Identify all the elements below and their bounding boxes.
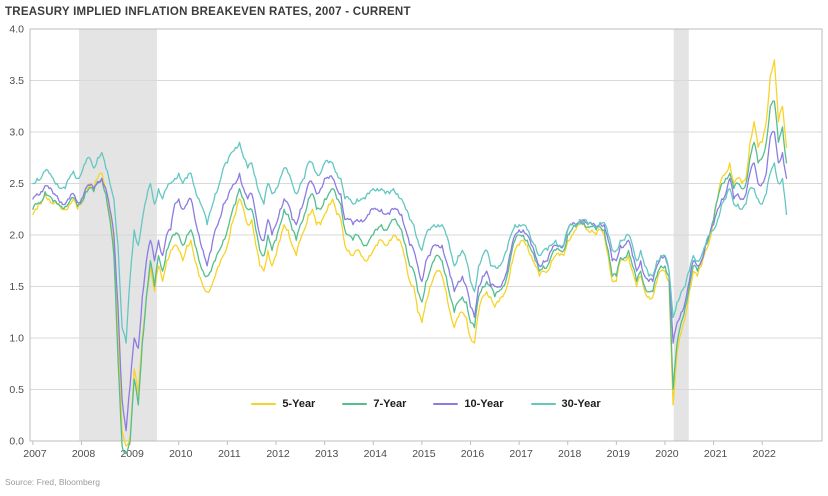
plot-frame [29,28,823,442]
svg-text:2015: 2015 [412,448,436,460]
svg-text:2009: 2009 [120,448,144,460]
svg-text:2020: 2020 [655,448,679,460]
svg-text:2022: 2022 [753,448,777,460]
svg-text:2007: 2007 [23,448,47,460]
svg-text:0.0: 0.0 [9,436,24,448]
source-note: Source: Fred, Bloomberg [5,477,100,487]
series-line-30-year [32,141,788,344]
series-line-5-year [32,59,788,447]
svg-text:2021: 2021 [704,448,728,460]
y-axis-labels: 0.0 0.5 1.0 1.5 2.0 2.5 3.0 3.5 4.0 [9,24,24,448]
x-axis-labels: 2007 2008 2009 2010 2011 2012 2013 2014 2015 2016… [23,441,776,460]
svg-text:2012: 2012 [266,448,290,460]
svg-text:1.5: 1.5 [9,281,24,293]
svg-text:3.5: 3.5 [9,75,24,87]
svg-text:2018: 2018 [558,448,582,460]
svg-text:2010: 2010 [169,448,193,460]
svg-text:2008: 2008 [72,448,96,460]
svg-text:2019: 2019 [607,448,631,460]
chart-title: TREASURY IMPLIED INFLATION BREAKEVEN RAT… [5,6,411,18]
svg-text:0.5: 0.5 [9,384,24,396]
svg-text:4.0: 4.0 [9,24,24,36]
svg-text:2013: 2013 [315,448,339,460]
svg-text:2011: 2011 [218,448,241,460]
svg-text:2017: 2017 [509,448,533,460]
svg-text:2014: 2014 [364,448,388,460]
svg-text:2016: 2016 [461,448,485,460]
series-line-7-year [32,100,788,455]
svg-text:2.5: 2.5 [9,178,24,190]
svg-text:1.0: 1.0 [9,333,24,345]
svg-text:3.0: 3.0 [9,127,24,139]
svg-text:2.0: 2.0 [9,230,24,242]
